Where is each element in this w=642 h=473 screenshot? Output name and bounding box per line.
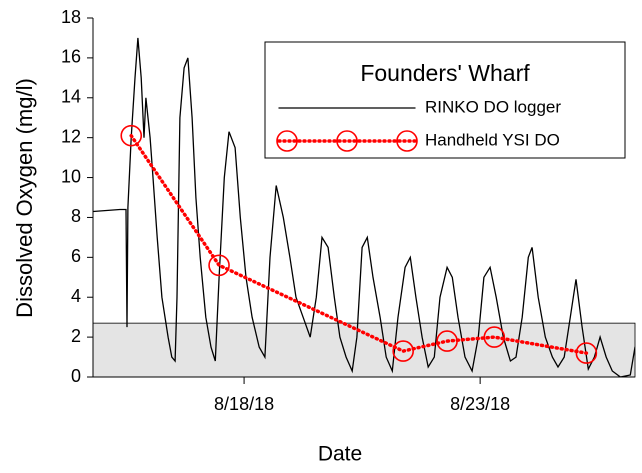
y-tick-label: 10 — [61, 166, 81, 186]
ysi-marker — [483, 326, 506, 348]
y-tick-label: 2 — [71, 326, 81, 346]
ysi-marker — [575, 342, 598, 364]
y-axis-label: Dissolved Oxygen (mg/l) — [12, 78, 37, 318]
ysi-marker — [120, 124, 143, 147]
y-tick-label: 18 — [61, 7, 81, 27]
legend-label: Handheld YSI DO — [425, 130, 560, 149]
y-tick-label: 6 — [71, 246, 81, 266]
legend-marker — [276, 130, 298, 152]
y-tick-label: 8 — [71, 206, 81, 226]
ysi-marker — [436, 330, 458, 352]
legend-title: Founders' Wharf — [360, 60, 530, 86]
ysi-marker — [392, 340, 414, 362]
x-axis-label: Date — [318, 443, 362, 466]
y-tick-label: 0 — [71, 366, 81, 386]
legend-box — [264, 41, 626, 159]
y-tick-label: 14 — [61, 87, 81, 107]
series-line — [129, 133, 589, 355]
y-tick-label: 16 — [61, 47, 81, 67]
legend-marker — [396, 130, 418, 152]
x-tick-label: 8/23/18 — [450, 394, 510, 414]
legend-label: RINKO DO logger — [425, 97, 561, 116]
x-tick-label: 8/18/18 — [214, 394, 274, 414]
series-line — [93, 37, 635, 377]
y-tick-label: 12 — [61, 126, 81, 146]
legend-marker — [336, 130, 358, 152]
y-tick-label: 4 — [71, 286, 81, 306]
ysi-marker — [208, 254, 230, 277]
